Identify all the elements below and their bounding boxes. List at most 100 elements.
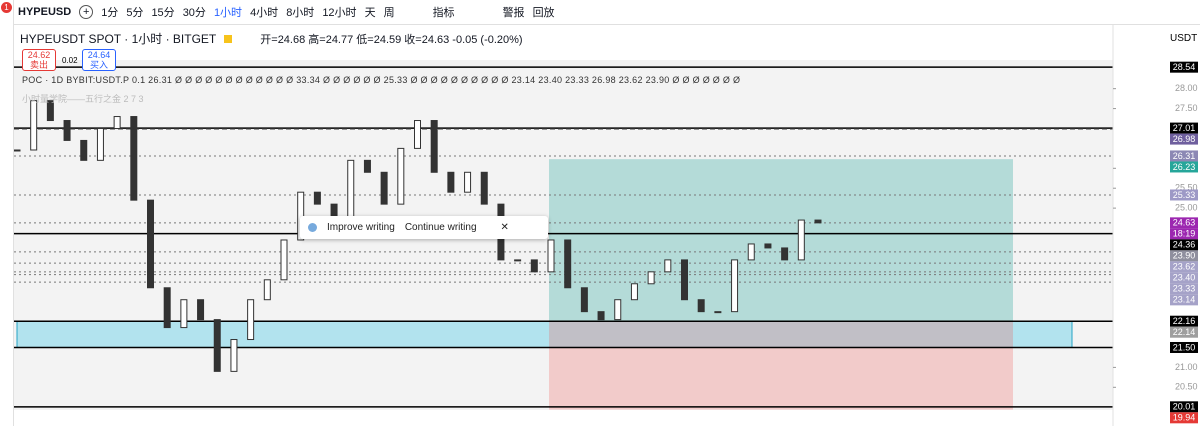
sell: 卖出 bbox=[29, 60, 48, 70]
candle bbox=[30, 100, 38, 151]
candle bbox=[80, 139, 88, 161]
price-label: 23.14 bbox=[1173, 295, 1196, 305]
buy-box[interactable]: 24.64 买入 bbox=[82, 49, 116, 71]
replay[interactable]: 回放 bbox=[532, 7, 555, 19]
price-label: 22.16 bbox=[1173, 316, 1196, 326]
candle bbox=[180, 299, 188, 329]
stop-area bbox=[549, 321, 1013, 410]
candle bbox=[280, 239, 288, 281]
price-badge bbox=[1170, 315, 1198, 327]
price-label: 26.98 bbox=[1173, 134, 1196, 144]
watermark: 小时量学院——五行之金 2 7 3 bbox=[22, 94, 144, 104]
interval[interactable]: 周 bbox=[383, 7, 395, 19]
candle bbox=[547, 239, 555, 273]
candle bbox=[764, 243, 772, 249]
candle bbox=[564, 239, 572, 289]
interval[interactable]: 1分 bbox=[101, 7, 119, 19]
intervals: 1分 5分 15分 30分 1小时 4小时 8小时 12小时天周 bbox=[101, 4, 394, 20]
candle bbox=[263, 279, 271, 301]
writing-popup: Improve writing Continue writing ✕ bbox=[300, 216, 548, 239]
continue-writing[interactable]: Continue writing bbox=[404, 222, 477, 233]
y-tick-label: 25.00 bbox=[1175, 202, 1198, 212]
y-tick-label: 26.00 bbox=[1175, 163, 1198, 173]
candle bbox=[414, 120, 421, 149]
interval[interactable]: 天 bbox=[364, 7, 376, 19]
interval[interactable]: 30分 bbox=[182, 7, 206, 19]
price-label: 19.94 bbox=[1173, 413, 1196, 423]
indicator-line: POC · 1D BYBIT:USDT.P 0.1 26.31 Ø Ø Ø Ø … bbox=[22, 75, 741, 85]
price-badge bbox=[1170, 326, 1198, 338]
candle bbox=[363, 159, 371, 173]
candle bbox=[681, 259, 688, 301]
candle bbox=[380, 171, 388, 205]
price-label: 23.62 bbox=[1173, 262, 1196, 272]
candle bbox=[63, 120, 71, 141]
price-label: 27.01 bbox=[1173, 123, 1196, 133]
price-label: 25.33 bbox=[1173, 190, 1196, 200]
price-badge bbox=[1170, 228, 1198, 240]
alert[interactable]: 警报 bbox=[502, 7, 525, 19]
sell-price: 24.62 bbox=[27, 50, 51, 60]
interval[interactable]: 5分 bbox=[126, 7, 144, 19]
candle bbox=[13, 149, 21, 152]
candle bbox=[213, 319, 221, 372]
candle bbox=[397, 147, 405, 205]
interval[interactable]: 12小时 bbox=[322, 7, 357, 19]
price-badge bbox=[1170, 401, 1198, 413]
candle bbox=[714, 311, 722, 314]
title: HYPEUSDT SPOT · 1小时 · BITGET bbox=[20, 32, 217, 46]
price-label: 24.36 bbox=[1173, 240, 1196, 250]
candle bbox=[230, 339, 238, 372]
candle bbox=[313, 191, 321, 205]
improve-writing[interactable]: Improve writing bbox=[327, 222, 395, 233]
plot-bg bbox=[14, 60, 1113, 410]
add-button[interactable]: + bbox=[79, 5, 94, 19]
price-label: 18:19 bbox=[1173, 229, 1196, 239]
sell-box[interactable]: 24.62 卖出 bbox=[22, 49, 56, 71]
buy: 买入 bbox=[89, 60, 108, 70]
zone bbox=[16, 320, 1073, 348]
candle bbox=[630, 283, 638, 301]
indicators[interactable]: 指标 bbox=[432, 7, 455, 19]
price-label: 23.40 bbox=[1173, 273, 1196, 283]
buy-price: 24.64 bbox=[87, 50, 111, 60]
price-badge bbox=[1170, 272, 1198, 284]
price-label: 26.31 bbox=[1173, 151, 1196, 161]
dot bbox=[308, 223, 317, 232]
price-badge bbox=[1170, 189, 1198, 201]
y-tick-label: 20.50 bbox=[1175, 382, 1198, 392]
price-label: 23.90 bbox=[1173, 251, 1196, 261]
candle bbox=[797, 219, 805, 261]
currency[interactable]: USDT bbox=[1170, 33, 1198, 44]
price-label: 22.14 bbox=[1173, 327, 1196, 337]
candle bbox=[597, 311, 605, 321]
price-badge bbox=[1170, 239, 1198, 251]
candle bbox=[781, 247, 789, 261]
candle bbox=[430, 120, 438, 173]
price-badge bbox=[1170, 217, 1198, 229]
price-label: 20.01 bbox=[1173, 402, 1196, 412]
y-tick-label: 27.50 bbox=[1175, 103, 1198, 113]
candle bbox=[197, 299, 205, 321]
badge: 1 bbox=[1, 2, 12, 13]
candle bbox=[580, 287, 588, 313]
price-label: 28.54 bbox=[1173, 62, 1196, 72]
candle bbox=[447, 171, 455, 193]
interval[interactable]: 15分 bbox=[151, 7, 175, 19]
y-tick-label: 25.50 bbox=[1175, 183, 1198, 193]
candle bbox=[530, 259, 538, 273]
ohlc: 开=24.68 高=24.77 低=24.59 收=24.63 -0.05 (-… bbox=[260, 33, 523, 46]
candle bbox=[247, 299, 255, 341]
symbol[interactable]: HYPEUSD bbox=[18, 6, 72, 18]
price-badge bbox=[1170, 283, 1198, 295]
price-badge bbox=[1170, 412, 1198, 424]
candle bbox=[664, 259, 672, 273]
chart-header: HYPEUSDT SPOT · 1小时 · BITGET 开=24.68 高=2… bbox=[20, 30, 523, 47]
interval[interactable]: 4小时 bbox=[250, 7, 279, 19]
candle bbox=[163, 287, 171, 329]
close[interactable]: ✕ bbox=[500, 222, 509, 233]
candle bbox=[814, 219, 822, 224]
interval[interactable]: 8小时 bbox=[286, 7, 315, 19]
interval[interactable]: 1小时 bbox=[213, 7, 243, 19]
